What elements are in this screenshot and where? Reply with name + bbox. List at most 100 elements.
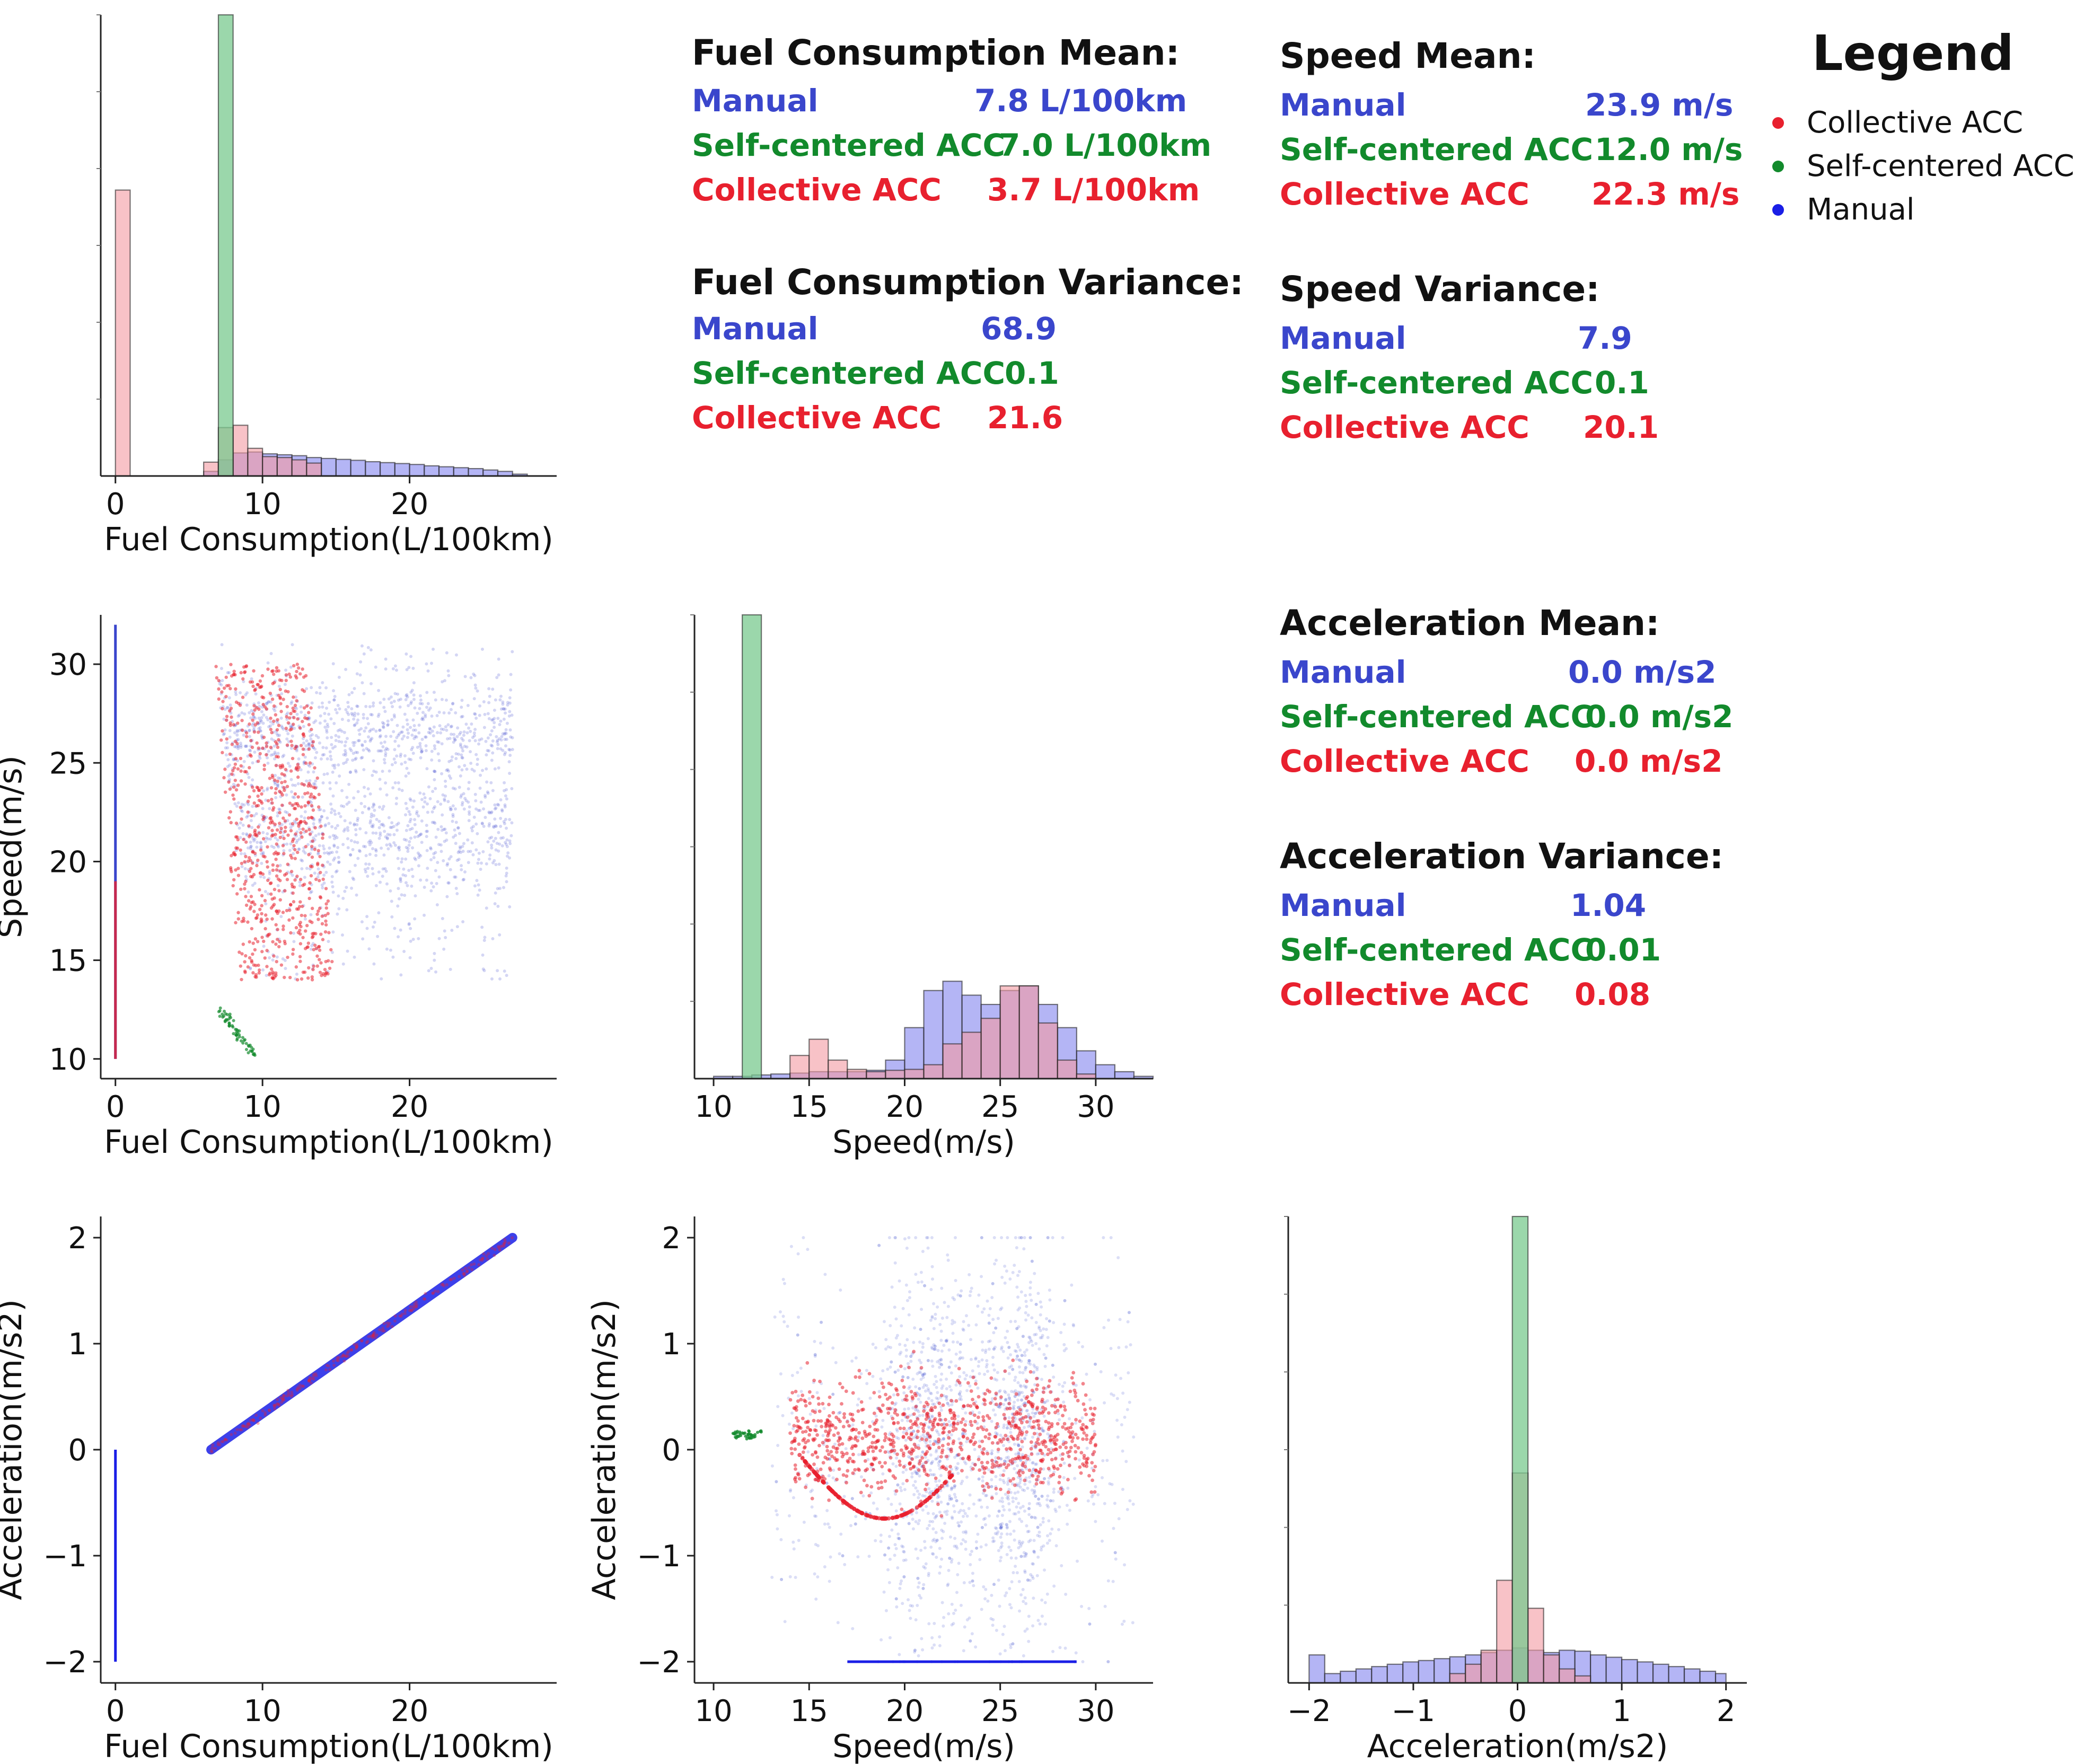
- manual-point: [908, 1385, 912, 1389]
- collective-point: [301, 884, 305, 887]
- collective-point: [859, 1490, 863, 1495]
- manual-point: [1009, 1320, 1013, 1324]
- manual-point: [832, 1468, 836, 1472]
- manual-point: [249, 967, 252, 971]
- manual-point: [942, 1616, 946, 1619]
- manual-point: [983, 1516, 987, 1520]
- collective-point: [260, 786, 263, 790]
- manual-point: [959, 1356, 963, 1360]
- manual-point: [1005, 1591, 1008, 1595]
- manual-point: [895, 1427, 899, 1431]
- manual-point: [1043, 1477, 1047, 1480]
- manual-point: [474, 753, 478, 756]
- collective-point: [295, 875, 299, 878]
- collective-point: [503, 1241, 506, 1245]
- manual-point: [268, 872, 271, 876]
- manual-point: [369, 713, 373, 717]
- manual-point: [1028, 1362, 1032, 1366]
- manual-point: [402, 734, 406, 738]
- manual-point: [368, 792, 372, 796]
- manual-point: [1125, 1507, 1129, 1511]
- collective-point: [311, 808, 315, 812]
- manual-point: [307, 743, 311, 746]
- collective-point: [221, 751, 224, 755]
- manual-point: [407, 922, 411, 925]
- collective-point: [256, 940, 260, 943]
- manual-point: [460, 753, 463, 757]
- manual-point: [409, 700, 413, 704]
- manual-point: [1045, 1317, 1049, 1320]
- collective-point: [287, 1391, 291, 1395]
- self-centered-point: [244, 1042, 248, 1045]
- collective-point: [275, 755, 278, 758]
- collective-point: [1006, 1437, 1010, 1441]
- manual-point: [901, 1375, 905, 1379]
- manual-point: [403, 894, 407, 897]
- manual-point: [918, 1340, 922, 1344]
- accel_hist-bars: [1308, 1215, 1727, 1684]
- manual-point: [351, 752, 355, 755]
- manual-point: [363, 729, 366, 733]
- manual-point: [250, 677, 253, 681]
- manual-point: [380, 741, 383, 745]
- collective-point: [1025, 1379, 1029, 1383]
- manual-point: [990, 1478, 993, 1481]
- manual-point: [1063, 1299, 1067, 1302]
- manual-point: [962, 1581, 966, 1585]
- manual-point: [479, 800, 483, 804]
- manual-point: [833, 1442, 837, 1446]
- manual-point: [946, 1484, 949, 1488]
- manual-point: [340, 789, 344, 792]
- collective-point: [228, 787, 232, 791]
- collective-point: [949, 1399, 954, 1403]
- manual-point: [325, 728, 329, 732]
- manual-point: [420, 750, 424, 754]
- manual-point: [935, 1514, 938, 1518]
- manual-point: [935, 1448, 938, 1452]
- manual-point: [305, 867, 309, 870]
- collective-point: [265, 741, 268, 745]
- manual-point: [965, 1389, 969, 1392]
- manual-point: [450, 733, 453, 736]
- manual-point: [403, 761, 407, 764]
- collective-point: [307, 1379, 311, 1383]
- manual-point: [1008, 1520, 1012, 1523]
- manual-point: [253, 837, 257, 841]
- manual-point: [1003, 1459, 1007, 1463]
- manual-point: [968, 1581, 972, 1584]
- manual-point: [1025, 1409, 1028, 1413]
- manual-point: [246, 814, 250, 818]
- collective-point: [229, 707, 233, 710]
- manual-point: [292, 931, 296, 935]
- collective-point: [493, 1254, 496, 1257]
- manual-point: [913, 1648, 917, 1652]
- manual-point: [277, 807, 281, 811]
- manual-point: [265, 836, 268, 840]
- manual-point: [431, 790, 435, 793]
- manual-point: [826, 1522, 830, 1526]
- collective-point: [320, 922, 324, 926]
- manual-point: [426, 702, 430, 705]
- manual-point: [322, 881, 326, 885]
- collective-point: [1063, 1408, 1067, 1412]
- collective-point: [243, 671, 247, 674]
- collective-point: [372, 1333, 376, 1336]
- manual-point: [400, 860, 403, 864]
- manual-point: [950, 1623, 954, 1627]
- manual-point: [504, 842, 508, 846]
- manual-point: [406, 695, 409, 699]
- manual-point: [434, 851, 437, 854]
- manual-point: [310, 701, 314, 705]
- manual-point: [962, 1514, 965, 1518]
- manual-point: [1037, 1497, 1041, 1501]
- manual-point: [1026, 1313, 1030, 1317]
- manual-point: [990, 1452, 993, 1456]
- manual-point: [969, 1639, 972, 1643]
- manual-point: [257, 701, 260, 704]
- collective-point: [315, 863, 320, 867]
- manual-point: [946, 1304, 950, 1308]
- manual-point: [482, 726, 486, 729]
- manual-point: [1009, 1606, 1013, 1610]
- manual-point: [851, 1627, 855, 1630]
- manual-point: [920, 1637, 924, 1640]
